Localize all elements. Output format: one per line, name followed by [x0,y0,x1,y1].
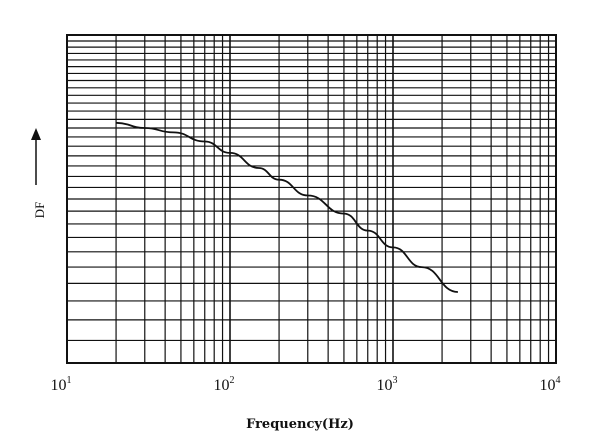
x-tick-labels: 101 102 103 104 [51,375,561,394]
x-axis-label: Frequency(Hz) [246,417,354,432]
horizontal-gridlines [67,34,556,364]
x-tick-label: 101 [51,375,72,394]
series-group [116,121,459,293]
y-axis-label: DF [32,202,47,219]
plot-frame [66,34,557,364]
x-tick-label: 102 [214,375,235,394]
series-line [116,121,459,293]
y-axis-label-group: DF [32,202,47,219]
x-tick-label: 103 [377,375,398,394]
x-tick-label: 104 [540,375,561,394]
y-axis-arrowhead-icon [31,128,41,140]
